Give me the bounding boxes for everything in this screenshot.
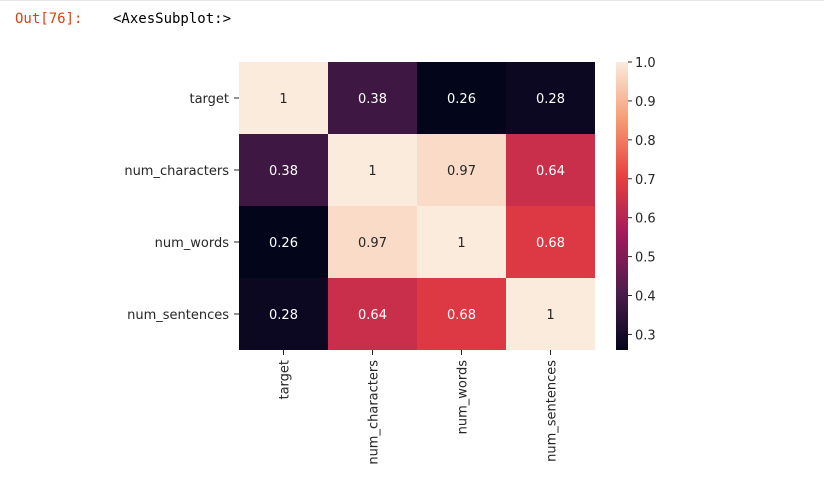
cell-annotation: 1: [546, 308, 554, 323]
column-label: target: [278, 360, 293, 400]
colorbar-tick-label: 1.0: [635, 56, 656, 71]
heatmap-cell: [417, 62, 506, 134]
cell-annotation: 0.26: [269, 236, 298, 251]
heatmap-cell: [239, 206, 328, 278]
heatmap-cell: [328, 206, 417, 278]
heatmap-cells: 1 0.38 0.26 0.28 0.38 1 0.97 0.64 0.26 0.97 1 0.68 0…: [239, 62, 595, 350]
cell-annotation: 0.38: [358, 92, 387, 107]
colorbar-tick-label: 0.8: [635, 134, 656, 149]
heatmap-cell: [417, 278, 506, 350]
cell-annotation: 1: [457, 236, 465, 251]
cell-annotation: 0.64: [536, 164, 565, 179]
column-labels: target num_characters num_words num_sentenc…: [278, 350, 560, 465]
heatmap-cell: [506, 134, 595, 206]
cell-annotation: 0.68: [536, 236, 565, 251]
cell-annotation: 0.64: [358, 308, 387, 323]
cell-annotation: 0.26: [447, 92, 476, 107]
heatmap-cell: [239, 62, 328, 134]
column-label: num_characters: [367, 360, 382, 465]
colorbar-tick-label: 0.5: [635, 251, 656, 266]
row-label: num_characters: [124, 164, 229, 179]
cell-annotation: 0.38: [269, 164, 298, 179]
cell-annotation: 0.68: [447, 308, 476, 323]
colorbar-tick-label: 0.3: [635, 328, 656, 343]
cell-annotation: 0.28: [536, 92, 565, 107]
heatmap-cell: [328, 278, 417, 350]
heatmap-cell: [506, 278, 595, 350]
heatmap-cell: [239, 134, 328, 206]
row-labels: target num_characters num_words num_sentenc…: [124, 92, 239, 323]
heatmap-cell: [506, 62, 595, 134]
heatmap-cell: [506, 206, 595, 278]
row-label: num_words: [155, 236, 230, 251]
colorbar-tick-label: 0.7: [635, 173, 656, 188]
heatmap-cell: [328, 62, 417, 134]
heatmap-cell: [239, 278, 328, 350]
column-label: num_words: [456, 360, 471, 435]
heatmap-cell: [417, 206, 506, 278]
cell-annotation: 0.97: [358, 236, 387, 251]
cell-annotation: 1: [279, 92, 287, 107]
cell-annotation: 1: [368, 164, 376, 179]
cell-top-border: [0, 0, 824, 1]
colorbar-gradient: [616, 62, 628, 350]
colorbar-tick-label: 0.4: [635, 290, 656, 305]
column-label: num_sentences: [545, 360, 560, 462]
cell-annotation: 0.28: [269, 308, 298, 323]
output-prompt: Out[76]:: [15, 11, 83, 27]
cell-annotation: 0.97: [447, 164, 476, 179]
colorbar-tick-label: 0.6: [635, 212, 656, 227]
colorbar-tick-label: 0.9: [635, 95, 656, 110]
colorbar: 1.0 0.9 0.8 0.7 0.6 0.5 0.4 0.3: [616, 56, 656, 350]
output-repr: <AxesSubplot:>: [113, 11, 232, 27]
row-label: num_sentences: [127, 308, 229, 323]
heatmap-cell: [328, 134, 417, 206]
heatmap-cell: [417, 134, 506, 206]
row-label: target: [189, 92, 229, 107]
